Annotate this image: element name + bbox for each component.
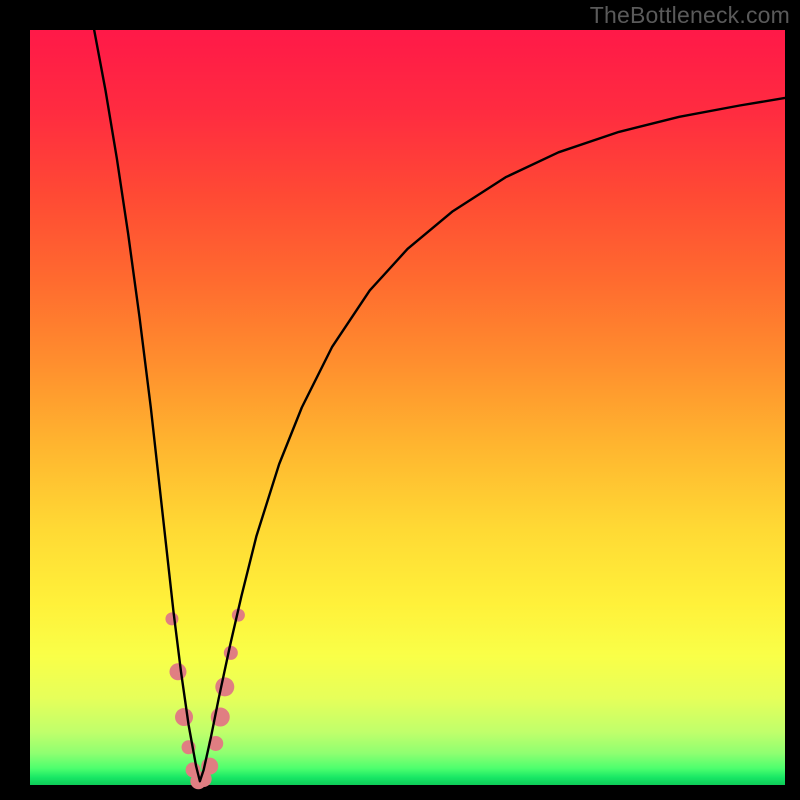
watermark-text: TheBottleneck.com bbox=[590, 2, 790, 29]
data-marker bbox=[175, 708, 193, 726]
plot-area bbox=[30, 30, 785, 785]
data-marker bbox=[169, 663, 186, 680]
data-marker bbox=[165, 612, 178, 625]
data-marker bbox=[215, 677, 234, 696]
chart-stage: TheBottleneck.com bbox=[0, 0, 800, 800]
data-marker bbox=[224, 646, 238, 660]
curve-layer bbox=[30, 30, 785, 785]
bottleneck-curve bbox=[94, 30, 785, 781]
